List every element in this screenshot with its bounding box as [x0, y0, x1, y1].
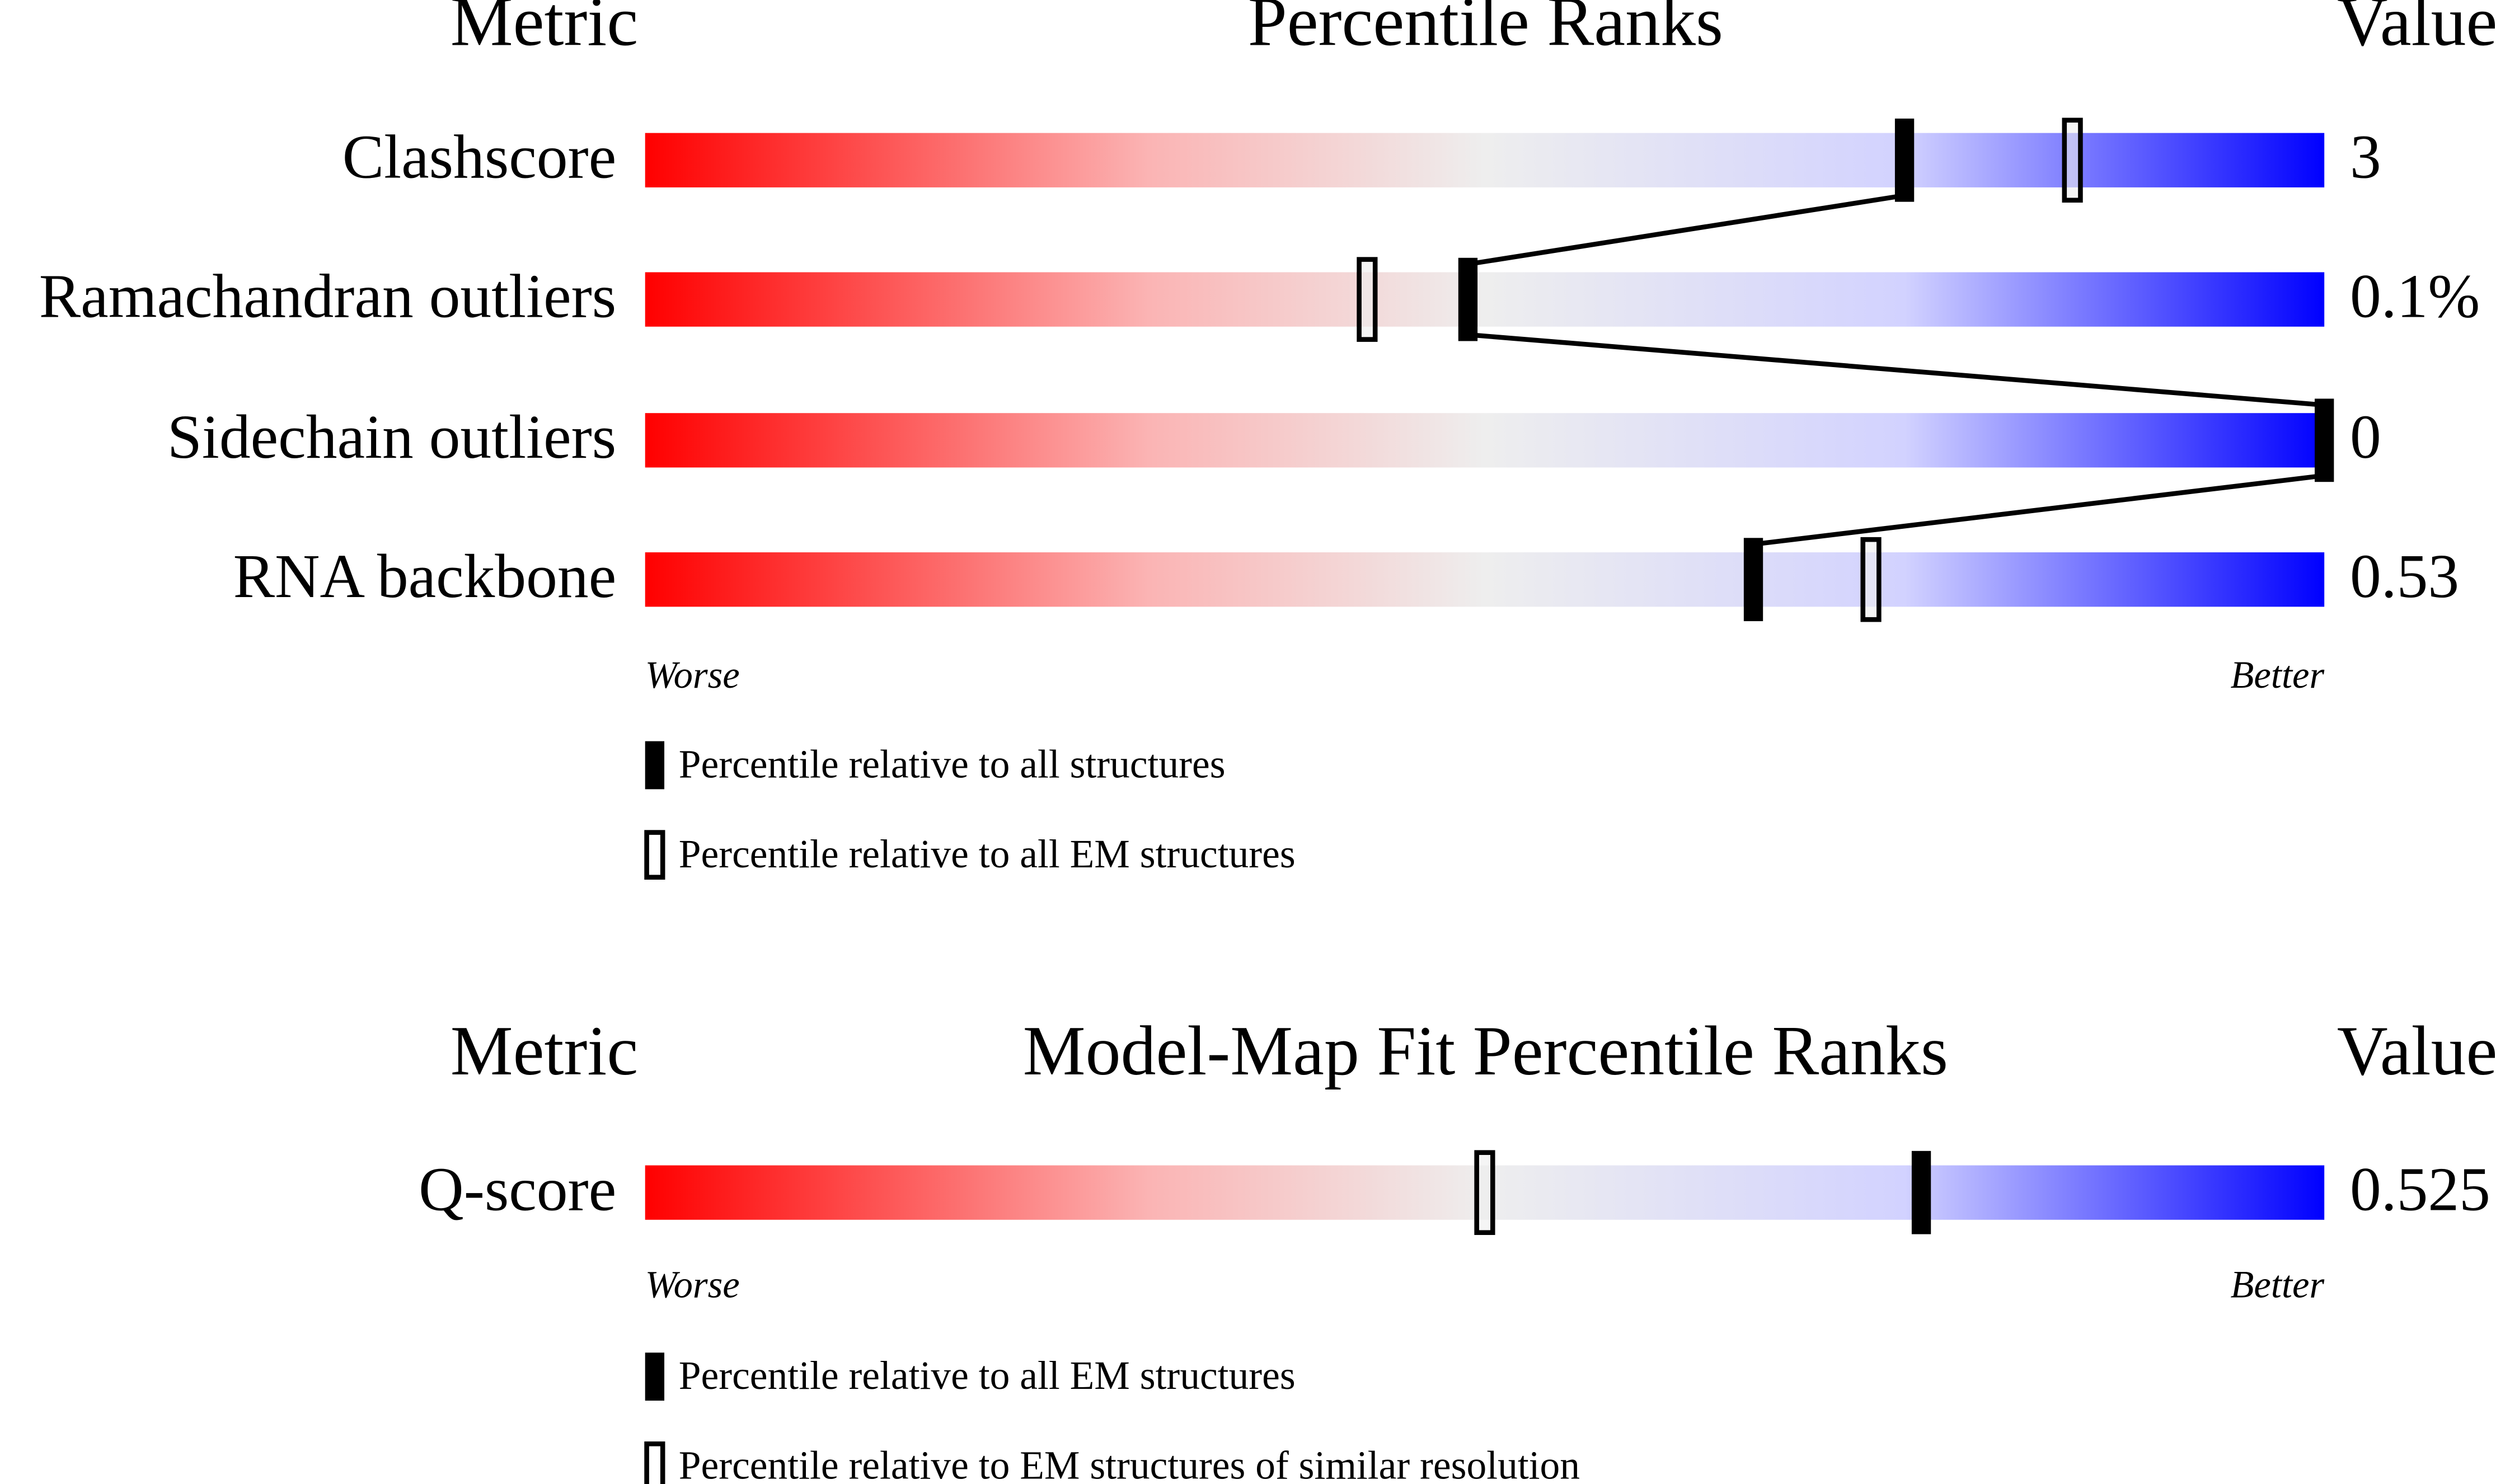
panel-title: Percentile Ranks: [1248, 0, 1723, 61]
metric-label: Clashscore: [343, 123, 616, 192]
better-label: Better: [2231, 1264, 2325, 1306]
legend-filled-text: Percentile relative to all EM structures: [679, 1354, 1296, 1398]
legend-hollow-icon: [644, 830, 665, 880]
filled-marker: [2315, 398, 2334, 482]
filled-marker: [1894, 118, 1915, 202]
metric-label: Ramachandran outliers: [39, 262, 616, 331]
filled-marker: [1911, 1150, 1931, 1234]
legend-hollow-text: Percentile relative to all EM structures: [679, 832, 1296, 876]
metric-label: RNA backbone: [233, 542, 617, 611]
metric-header: Metric: [451, 0, 638, 61]
legend-hollow-icon: [644, 1441, 665, 1484]
percentile-bar: [645, 272, 2325, 327]
metric-value: 0.1%: [2350, 262, 2480, 331]
metric-header: Metric: [451, 1012, 638, 1090]
legend-hollow-text: Percentile relative to EM structures of …: [679, 1443, 1580, 1484]
metric-label: Sidechain outliers: [167, 403, 616, 472]
connector-line: [1467, 192, 1905, 267]
hollow-marker: [1357, 257, 1378, 342]
legend-filled-icon: [645, 741, 665, 790]
better-label: Better: [2231, 654, 2325, 696]
hollow-marker: [2062, 118, 2083, 203]
value-header: Value: [2337, 0, 2498, 61]
worse-label: Worse: [645, 654, 740, 696]
percentile-bar: [645, 552, 2325, 607]
metric-value: 3: [2350, 123, 2381, 192]
percentile-bar: [645, 133, 2325, 187]
worse-label: Worse: [645, 1264, 740, 1306]
value-header: Value: [2337, 1012, 2498, 1090]
filled-marker: [1743, 538, 1763, 622]
filled-marker: [1458, 257, 1478, 341]
metric-value: 0.525: [2350, 1155, 2490, 1224]
metric-value: 0: [2350, 403, 2381, 472]
panel-title: Model-Map Fit Percentile Ranks: [1023, 1012, 1948, 1090]
percentile-bar: [645, 413, 2325, 468]
metric-label: Q-score: [419, 1155, 616, 1224]
legend-filled-icon: [645, 1352, 665, 1401]
connector-line: [1467, 332, 2325, 408]
metric-value: 0.53: [2350, 542, 2459, 611]
hollow-marker: [1860, 537, 1882, 622]
connector-line: [1753, 473, 2325, 547]
hollow-marker: [1474, 1150, 1495, 1235]
legend-filled-text: Percentile relative to all structures: [679, 743, 1226, 787]
